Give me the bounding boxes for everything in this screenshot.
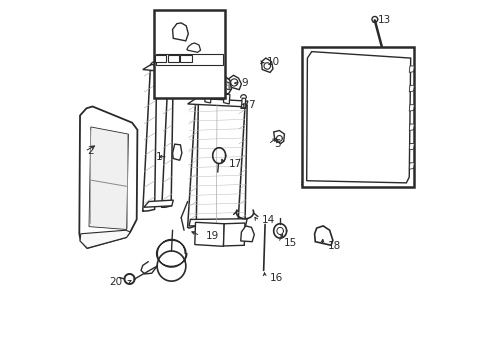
Text: 19: 19 <box>205 231 219 240</box>
Polygon shape <box>228 75 242 90</box>
Text: 18: 18 <box>327 241 341 251</box>
Bar <box>153 10 225 98</box>
Polygon shape <box>237 105 247 226</box>
Polygon shape <box>409 163 414 169</box>
Polygon shape <box>409 143 414 150</box>
Polygon shape <box>242 98 245 108</box>
Polygon shape <box>172 23 188 41</box>
Polygon shape <box>188 101 198 228</box>
Polygon shape <box>195 222 224 246</box>
Text: 17: 17 <box>229 159 242 169</box>
Polygon shape <box>213 75 231 94</box>
Polygon shape <box>307 51 411 183</box>
Polygon shape <box>143 64 176 72</box>
Text: 8: 8 <box>310 179 316 189</box>
Text: 15: 15 <box>284 238 297 248</box>
Polygon shape <box>168 55 179 62</box>
Text: 1: 1 <box>156 152 163 162</box>
Polygon shape <box>409 105 414 111</box>
Text: 11: 11 <box>220 82 233 92</box>
Text: 10: 10 <box>267 57 280 67</box>
Polygon shape <box>79 107 137 248</box>
Polygon shape <box>143 66 157 211</box>
Text: 7: 7 <box>248 100 255 110</box>
Polygon shape <box>144 200 173 207</box>
Text: 5: 5 <box>274 139 280 149</box>
Text: 13: 13 <box>378 15 391 26</box>
Text: 3: 3 <box>156 48 163 58</box>
Polygon shape <box>89 127 128 229</box>
Polygon shape <box>274 131 285 143</box>
Polygon shape <box>223 94 230 104</box>
Polygon shape <box>161 70 173 207</box>
Polygon shape <box>172 144 182 160</box>
Polygon shape <box>205 93 211 103</box>
Text: 6: 6 <box>216 32 222 41</box>
Polygon shape <box>409 124 414 131</box>
Polygon shape <box>205 30 223 43</box>
Bar <box>302 47 414 187</box>
Bar <box>156 54 223 64</box>
Polygon shape <box>187 43 200 52</box>
Text: 2: 2 <box>87 146 94 156</box>
Polygon shape <box>155 55 167 62</box>
Polygon shape <box>409 66 414 72</box>
Text: 12: 12 <box>353 49 366 59</box>
Text: 4: 4 <box>205 82 212 92</box>
Polygon shape <box>189 219 247 226</box>
Polygon shape <box>315 226 333 245</box>
Polygon shape <box>409 85 414 92</box>
Polygon shape <box>262 58 273 72</box>
Polygon shape <box>188 98 248 107</box>
Polygon shape <box>241 226 254 242</box>
Text: 16: 16 <box>270 273 283 283</box>
Polygon shape <box>180 55 192 62</box>
Polygon shape <box>80 230 130 248</box>
Text: 9: 9 <box>242 78 248 88</box>
Text: 14: 14 <box>262 215 275 225</box>
Text: 20: 20 <box>109 277 122 287</box>
Polygon shape <box>223 223 245 246</box>
